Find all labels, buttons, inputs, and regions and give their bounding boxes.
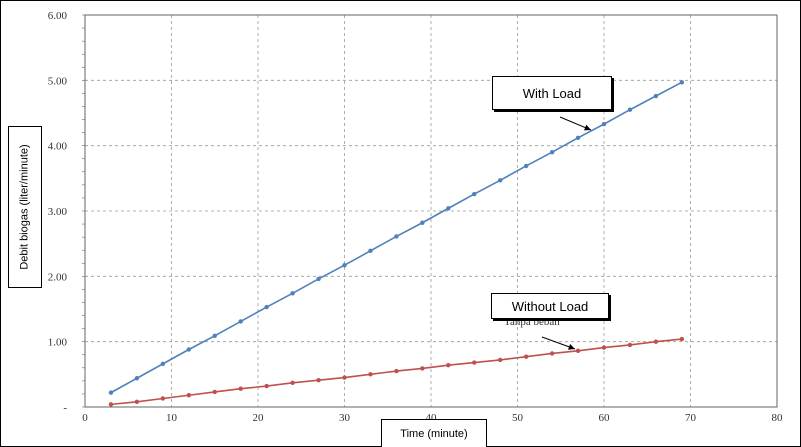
legend-without-load-label: Without Load (511, 298, 589, 314)
y-axis-label: Debit biogas (liter/minute) (19, 144, 31, 270)
legend-with-load: With Load (492, 76, 612, 110)
data-point (290, 291, 295, 296)
x-axis-label: Time (minute) (400, 427, 468, 440)
data-point (316, 378, 321, 383)
data-point (160, 396, 166, 401)
data-point (549, 351, 555, 356)
x-tick-label: 0 (82, 412, 88, 424)
data-point (394, 368, 399, 374)
data-point (627, 107, 633, 112)
series-group (108, 80, 685, 407)
y-axis-ticks: - 1.00 2.00 3.00 4.00 5.00 6.00 (48, 10, 68, 414)
data-point (575, 348, 581, 354)
data-point (342, 375, 347, 380)
x-tick-label: 80 (772, 412, 784, 424)
data-point (186, 393, 191, 398)
x-tick-label: 70 (685, 412, 697, 424)
data-point (601, 345, 607, 350)
data-point (342, 263, 347, 268)
data-point (108, 402, 114, 407)
arrow-without-load (541, 336, 576, 350)
data-point (679, 336, 685, 342)
data-point (368, 372, 373, 377)
overlapped-annotation-text: Tanpa beban (504, 316, 560, 328)
data-point (472, 360, 477, 365)
data-point (575, 135, 581, 141)
data-point (108, 390, 114, 395)
data-point (212, 333, 217, 338)
data-point (549, 150, 555, 155)
x-axis-ticks: 0 10 20 30 40 50 60 70 80 (82, 412, 783, 424)
x-tick-label: 30 (339, 412, 351, 424)
annotation-arrows (541, 116, 592, 350)
x-tick-label: 50 (512, 412, 524, 424)
data-point (472, 191, 477, 197)
data-point (601, 121, 607, 127)
data-point (264, 304, 269, 310)
x-axis-label-box: Time (minute) (381, 419, 487, 447)
data-point (446, 206, 451, 211)
legend-without-load: Without Load (491, 293, 609, 319)
y-tick-label: - (63, 402, 67, 414)
data-point (653, 339, 659, 344)
data-point (627, 342, 633, 348)
y-tick-label: 4.00 (48, 141, 68, 153)
y-tick-label: 3.00 (48, 206, 68, 218)
y-tick-label: 5.00 (48, 75, 68, 87)
data-point (134, 376, 140, 381)
data-point (653, 93, 659, 99)
data-point (290, 380, 295, 386)
data-point (368, 248, 373, 254)
data-point (523, 354, 529, 359)
data-point (420, 366, 425, 371)
y-tick-label: 2.00 (48, 271, 68, 283)
data-point (160, 361, 166, 367)
arrow-with-load (559, 116, 592, 131)
data-point (679, 80, 685, 85)
data-point (498, 357, 503, 363)
data-point (420, 220, 425, 225)
x-tick-label: 40 (426, 412, 438, 424)
data-point (212, 389, 217, 395)
data-point (238, 319, 243, 324)
x-tick-label: 60 (599, 412, 611, 424)
data-point (186, 347, 191, 352)
y-tick-label: 6.00 (48, 10, 68, 22)
data-point (264, 383, 269, 389)
data-point (498, 178, 503, 183)
plot-area (84, 14, 778, 408)
legend-with-load-label: With Load (522, 85, 582, 101)
data-point (238, 386, 243, 391)
y-tick-label: 1.00 (48, 337, 68, 349)
data-point (523, 163, 529, 169)
x-tick-label: 10 (166, 412, 178, 424)
data-point (316, 276, 321, 282)
x-tick-label: 20 (253, 412, 265, 424)
y-axis-label-box: Debit biogas (liter/minute) (8, 126, 42, 288)
data-point (446, 362, 451, 368)
data-point (134, 399, 140, 404)
data-point (394, 234, 399, 239)
axes (82, 14, 778, 408)
